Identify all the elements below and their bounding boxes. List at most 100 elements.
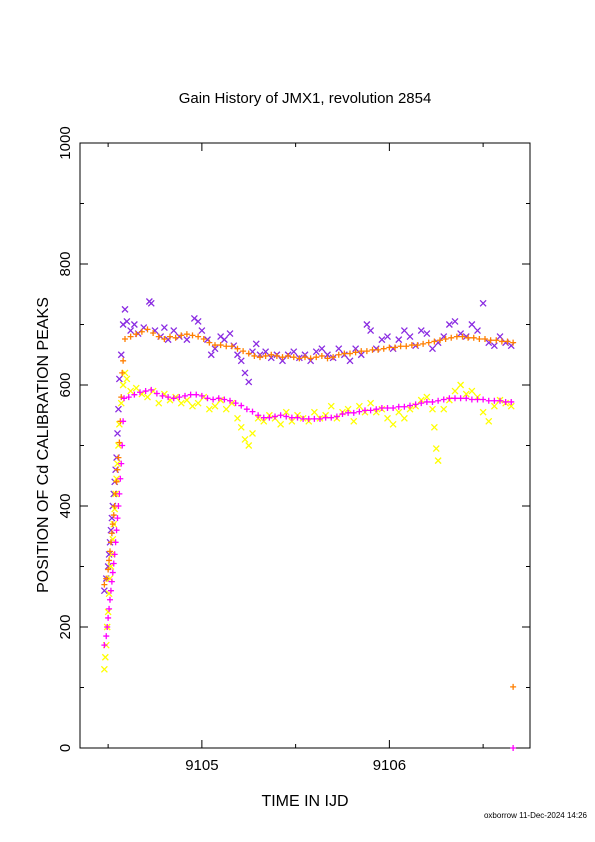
data-point xyxy=(104,624,111,630)
data-point xyxy=(106,557,113,564)
data-point xyxy=(226,330,234,338)
data-point xyxy=(318,352,325,359)
data-point xyxy=(406,333,414,341)
data-point xyxy=(119,369,126,376)
data-point xyxy=(468,387,476,395)
data-point xyxy=(195,333,202,340)
data-point xyxy=(198,392,205,399)
data-point xyxy=(476,336,483,343)
data-point xyxy=(367,407,374,414)
data-point xyxy=(378,336,386,344)
data-point xyxy=(508,398,515,405)
data-point xyxy=(479,299,487,307)
data-point xyxy=(105,566,112,573)
data-point xyxy=(504,338,511,345)
data-point xyxy=(389,420,397,428)
data-point xyxy=(362,407,368,414)
data-point xyxy=(147,299,155,307)
data-point xyxy=(183,336,191,344)
data-point xyxy=(205,405,213,413)
x-tick-label: 9106 xyxy=(373,757,406,774)
y-tick-label: 1000 xyxy=(57,126,74,159)
data-point xyxy=(462,390,470,398)
data-point xyxy=(109,569,116,576)
data-point xyxy=(200,336,207,343)
chart-title: Gain History of JMX1, revolution 2854 xyxy=(179,90,432,107)
data-point xyxy=(137,389,143,396)
data-point xyxy=(267,354,275,362)
data-point xyxy=(155,399,163,407)
data-point xyxy=(222,405,230,413)
data-point xyxy=(234,351,241,359)
data-point xyxy=(335,345,343,353)
data-point xyxy=(109,521,116,528)
data-point xyxy=(116,439,123,446)
data-point xyxy=(117,351,125,359)
data-point xyxy=(465,334,472,341)
data-point xyxy=(127,333,134,340)
data-point xyxy=(115,420,123,428)
data-point xyxy=(223,343,230,350)
data-point xyxy=(487,337,494,344)
data-point xyxy=(375,346,382,353)
footer-credit: oxborrow 11-Dec-2024 14:26 xyxy=(484,811,588,820)
data-point xyxy=(123,375,131,383)
data-point xyxy=(485,397,492,404)
data-point xyxy=(288,414,295,421)
data-point xyxy=(418,400,425,407)
data-point xyxy=(302,354,308,361)
data-point xyxy=(104,608,112,616)
data-point xyxy=(417,396,425,404)
data-point xyxy=(133,331,140,338)
data-point xyxy=(442,336,449,343)
data-point xyxy=(144,393,151,401)
data-point xyxy=(238,402,245,409)
series-3 xyxy=(101,386,517,751)
data-point xyxy=(118,460,125,467)
data-point xyxy=(100,665,108,673)
data-point xyxy=(138,328,145,335)
data-point xyxy=(241,435,249,443)
data-point xyxy=(407,402,413,409)
data-point xyxy=(113,478,120,485)
data-point xyxy=(485,417,493,425)
data-point xyxy=(251,352,258,359)
data-point xyxy=(390,404,397,411)
x-tick-label: 9105 xyxy=(185,757,218,774)
data-point xyxy=(193,391,200,398)
data-point xyxy=(113,475,121,483)
data-point xyxy=(120,357,127,364)
data-point xyxy=(285,352,292,359)
data-point xyxy=(434,457,442,465)
data-point xyxy=(101,581,108,588)
data-point xyxy=(262,352,269,359)
data-point xyxy=(210,396,217,403)
data-point xyxy=(105,614,112,621)
data-point xyxy=(510,745,517,751)
data-point xyxy=(294,414,301,421)
data-point xyxy=(403,343,410,350)
data-point xyxy=(107,526,115,534)
data-point xyxy=(363,321,371,328)
data-point xyxy=(474,396,481,403)
data-point xyxy=(440,396,447,403)
series-0 xyxy=(100,298,515,595)
data-point xyxy=(182,392,188,399)
data-point xyxy=(431,338,438,345)
data-point xyxy=(122,336,128,343)
data-point xyxy=(279,354,286,361)
data-point xyxy=(468,396,475,403)
data-point xyxy=(277,420,285,428)
data-point xyxy=(255,412,262,419)
data-point xyxy=(108,530,115,537)
data-point xyxy=(130,321,138,328)
data-point xyxy=(204,395,211,402)
data-point xyxy=(114,460,121,468)
data-point xyxy=(420,340,427,347)
data-point xyxy=(101,653,109,661)
data-point xyxy=(105,550,113,558)
data-point xyxy=(103,575,110,582)
data-point xyxy=(491,397,498,404)
data-point xyxy=(459,333,466,340)
data-point xyxy=(355,402,363,410)
